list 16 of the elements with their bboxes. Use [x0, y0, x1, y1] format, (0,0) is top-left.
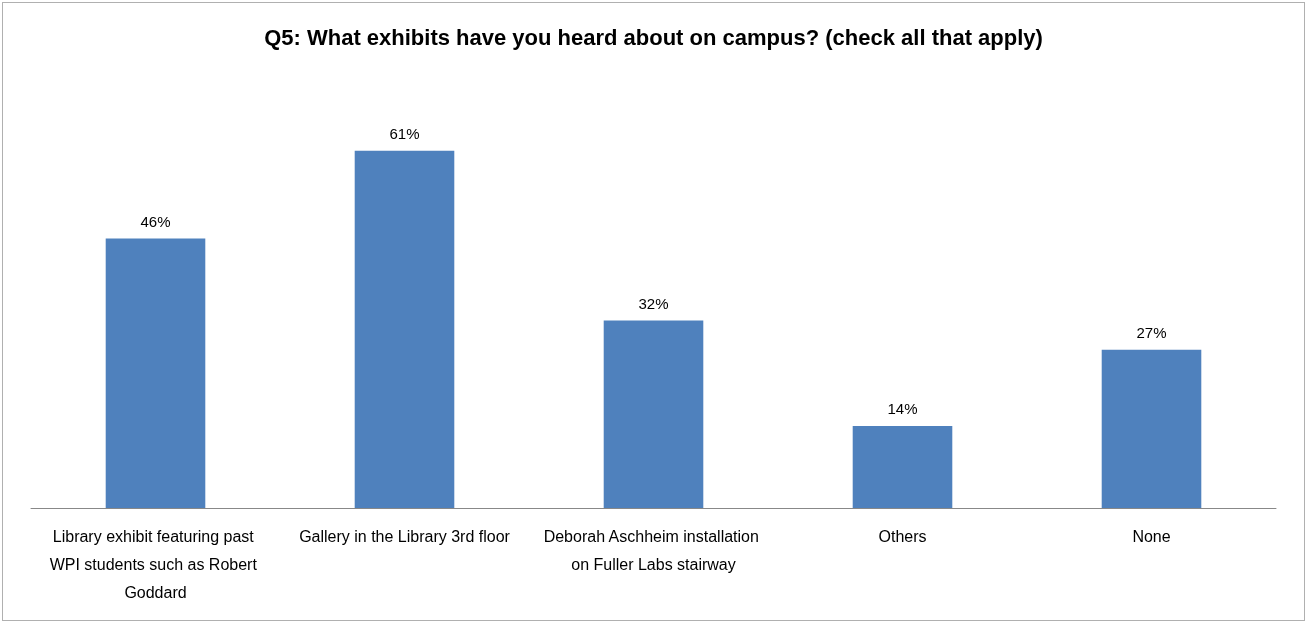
- bar: [603, 320, 704, 508]
- x-tick-label: None: [1132, 527, 1171, 545]
- x-tick-label: Deborah Aschheim installation on Fuller Labs stairway: [543, 527, 764, 573]
- bar: [852, 426, 953, 508]
- data-label: 27%: [1136, 323, 1167, 341]
- x-tick-label: Library exhibit featuring past WPI students such as Robert Goddard: [49, 527, 262, 601]
- bar: [1101, 349, 1202, 508]
- data-label: 14%: [887, 400, 918, 417]
- data-label: 32%: [638, 294, 669, 312]
- data-label: 61%: [389, 124, 420, 142]
- x-tick-label: Gallery in the Library 3rd floor: [299, 527, 511, 545]
- data-label: 46%: [140, 212, 171, 230]
- bar: [105, 238, 206, 508]
- chart-title: Q5: What exhibits have you heard about on campus? (check all that apply): [264, 24, 1043, 50]
- bar: [354, 150, 455, 508]
- x-tick-label: Others: [878, 527, 927, 545]
